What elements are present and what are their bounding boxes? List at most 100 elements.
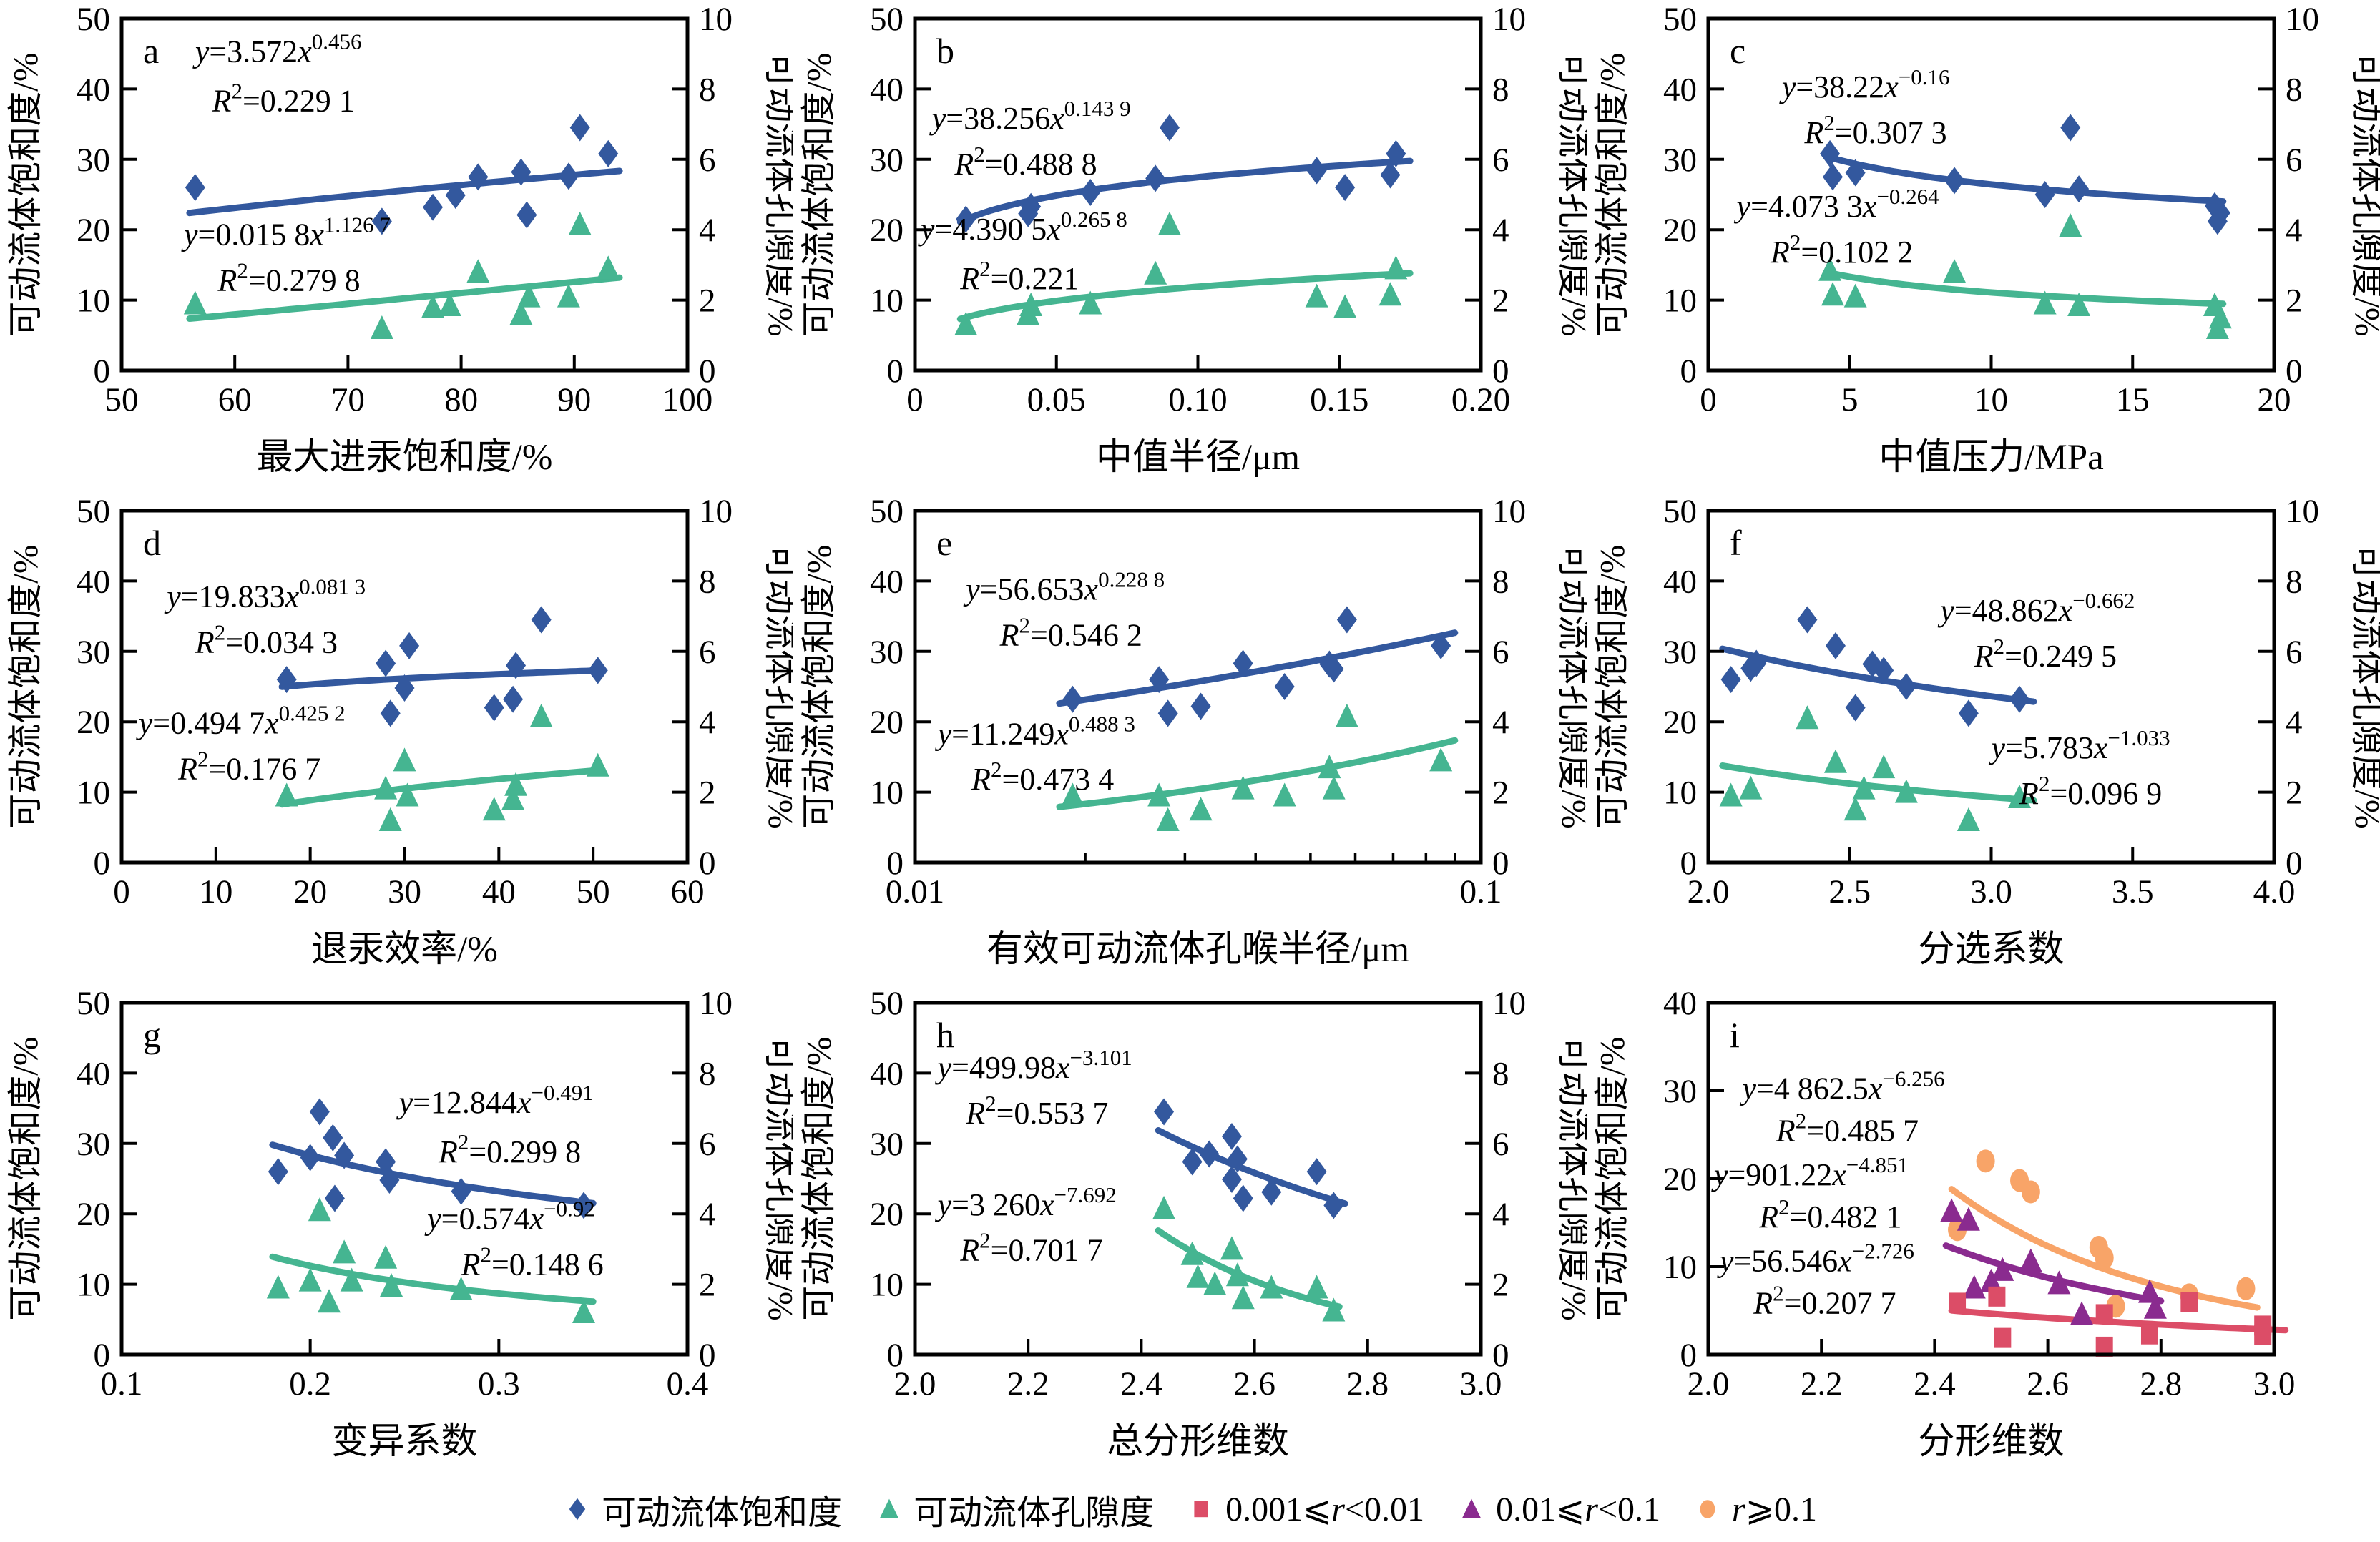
triangle-marker (1225, 1262, 1249, 1287)
right-tick-label: 10 (699, 493, 733, 530)
fit-equation: y=19.833x0.081 3 (164, 574, 366, 614)
diamond-marker (531, 606, 552, 634)
x-axis-title: 分选系数 (1918, 930, 2064, 970)
x-tick-label: 2.4 (1914, 1365, 1956, 1403)
fit-curve (1056, 737, 1459, 810)
series-triangle (266, 1197, 595, 1323)
triangle-marker (2047, 1270, 2071, 1295)
diamond-marker (1159, 114, 1180, 142)
fit-curve (1056, 629, 1459, 707)
diamond-marker (1431, 632, 1451, 659)
triangle-marker (586, 752, 609, 777)
plot-frame (913, 509, 1483, 865)
left-tick-label: 50 (1663, 1, 1697, 38)
diamond-marker (394, 674, 415, 702)
legend-item: 0.01⩽r<0.1 (1457, 1489, 1660, 1529)
square-marker (2095, 1304, 2113, 1325)
right-tick-label: 8 (1492, 563, 1509, 600)
series-diamond (1154, 1098, 1344, 1219)
diamond-marker (300, 1144, 320, 1172)
left-tick-label: 50 (870, 985, 903, 1022)
left-tick-label: 30 (870, 142, 903, 179)
x-tick-label: 2.6 (1233, 1365, 1275, 1403)
diamond-marker (379, 1166, 400, 1194)
triangle-marker (183, 290, 207, 315)
left-axis-title: 可动流体饱和度/% (6, 52, 45, 336)
figure-legend: 可动流体饱和度 可动流体孔隙度 0.001⩽r<0.01 0.01⩽r<0.1 r⩾0.… (0, 1476, 2380, 1542)
right-axis-title: 可动流体孔隙度/% (2348, 544, 2380, 828)
right-axis-title: 可动流体孔隙度/% (761, 1036, 793, 1320)
left-axis-title: 可动流体饱和度/% (1592, 544, 1632, 828)
square-marker (2140, 1324, 2158, 1345)
triangle-marker (1852, 775, 1876, 800)
triangle-marker (298, 1267, 322, 1292)
subplot-cell-e: 0 10 20 30 40 50 0 2 4 6 8 10 0.01 0.1 有效可动流体孔喉半径/μm 可动… (793, 492, 1594, 984)
left-tick-label: 0 (94, 353, 111, 390)
left-tick-label: 10 (77, 1267, 110, 1304)
right-tick-label: 8 (2286, 563, 2303, 600)
series-triangle (275, 703, 609, 831)
triangle-marker (529, 703, 553, 727)
circle-legend-icon (1700, 1500, 1715, 1518)
fit-r2: R2=0.207 7 (1753, 1281, 1896, 1321)
left-tick-label: 30 (870, 1126, 903, 1163)
diamond-marker (1233, 649, 1253, 677)
subplot-i: 0 10 20 30 40 2.0 2.2 2.4 2.6 2.8 3.0 分形维数 可动流体饱和度/%… (1592, 985, 2295, 1462)
diamond-marker (1306, 157, 1327, 185)
left-tick-label: 30 (1663, 142, 1697, 179)
right-tick-label: 10 (1492, 493, 1526, 530)
triangle-marker (1019, 292, 1043, 316)
subplot-letter: h (936, 1015, 954, 1055)
fit-curve (1155, 1127, 1348, 1207)
fit-curve (186, 274, 623, 322)
series-triangle (1940, 1198, 2167, 1325)
diamond-marker (1823, 163, 1843, 191)
square-legend-icon (1194, 1501, 1208, 1518)
right-axis-title: 可动流体孔隙度/% (1554, 544, 1587, 828)
triangle-marker (597, 255, 620, 280)
triangle-marker (1429, 747, 1453, 772)
right-tick-label: 8 (1492, 71, 1509, 108)
left-tick-label: 50 (77, 493, 110, 530)
fit-r2: R2=0.488 8 (954, 142, 1097, 182)
triangle-marker (374, 1244, 398, 1269)
triangle-marker (1318, 755, 1341, 779)
fit-curve (1948, 1307, 2289, 1334)
right-tick-label: 8 (1492, 1055, 1509, 1092)
x-tick-label: 20 (293, 873, 327, 910)
diamond-marker (1021, 192, 1042, 220)
x-tick-label: 0.1 (101, 1365, 143, 1403)
diamond-marker (423, 193, 444, 221)
diamond-marker (587, 657, 608, 684)
diamond-marker (1380, 161, 1401, 189)
fit-curve (1823, 269, 2227, 308)
triangle-marker (1335, 703, 1358, 727)
triangle-marker (880, 1498, 898, 1518)
right-tick-label: 10 (1492, 985, 1526, 1022)
diamond-marker (185, 174, 205, 202)
left-tick-label: 20 (870, 704, 903, 741)
triangle-marker (572, 1299, 595, 1323)
diamond-marker (598, 139, 619, 167)
triangle-marker (1843, 797, 1867, 821)
x-tick-label: 2.0 (1688, 1365, 1730, 1403)
legend-label: 0.01⩽r<0.1 (1496, 1491, 1661, 1528)
right-tick-label: 6 (2286, 634, 2303, 671)
left-tick-label: 30 (1663, 1073, 1697, 1110)
legend-item: 0.001⩽r<0.01 (1187, 1489, 1424, 1529)
x-tick-label: 100 (662, 381, 713, 418)
left-axis-title: 可动流体饱和度/% (799, 544, 838, 828)
fit-r2: R2=0.034 3 (195, 619, 338, 659)
subplot-cell-d: 0 10 20 30 40 50 0 2 4 6 8 10 0 10 20 30 40 50 60 退汞效率/% 可动流… (0, 492, 800, 984)
subplot-letter: e (936, 523, 952, 563)
triangle-marker (1957, 1207, 1980, 1231)
fit-equation: y=4.073 3x−0.264 (1734, 184, 1940, 224)
plot-frame (913, 16, 1483, 373)
subplot-cell-h: 0 10 20 30 40 50 0 2 4 6 8 10 2.0 2.2 2.4 2.6 2.8 3.0 总分形维… (793, 984, 1594, 1476)
left-tick-label: 50 (870, 1, 903, 38)
right-tick-label: 10 (1492, 1, 1526, 38)
right-tick-label: 0 (1492, 353, 1509, 390)
left-tick-label: 50 (870, 493, 903, 530)
right-axis-title: 可动流体孔隙度/% (761, 52, 793, 336)
right-tick-label: 10 (2286, 493, 2319, 530)
